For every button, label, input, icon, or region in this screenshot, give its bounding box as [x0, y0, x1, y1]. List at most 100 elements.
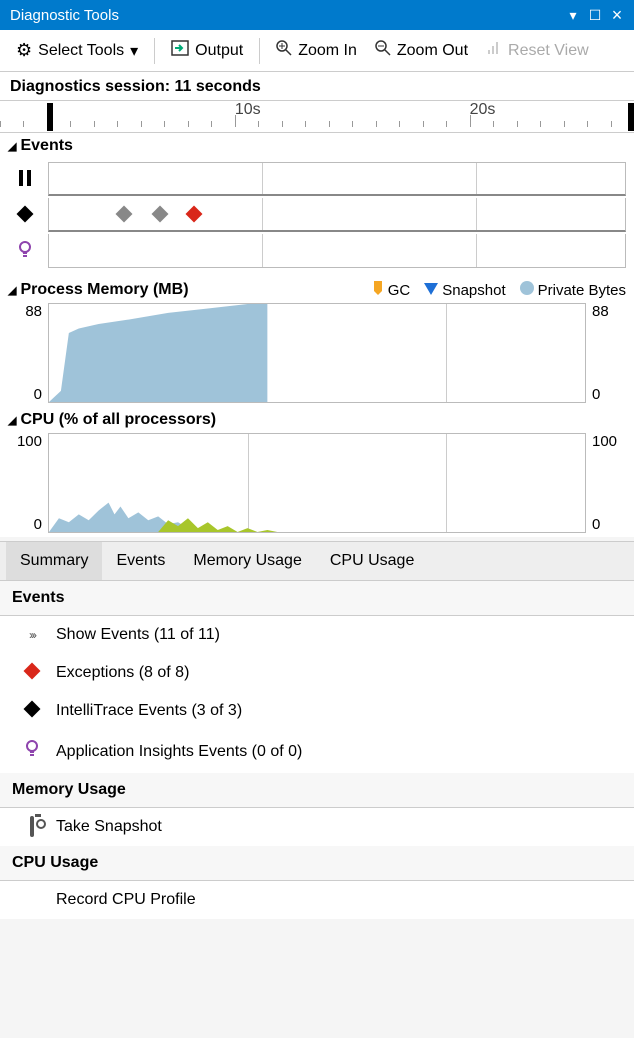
toolbar: ⚙ Select Tools ▾ Output Zoom In Zoom Out… [0, 30, 634, 72]
ymin-label: 0 [8, 386, 42, 403]
ymax-label: 88 [8, 303, 42, 320]
ymin-label: 0 [8, 516, 42, 533]
window-title: Diagnostic Tools [10, 7, 562, 24]
diamond-red-icon [26, 664, 38, 682]
summary-item-icon: ››› [22, 626, 42, 644]
lightbulb-icon [18, 241, 32, 262]
reset-view-icon [486, 40, 502, 61]
summary-item-icon [22, 818, 42, 836]
summary-item-icon [22, 702, 42, 720]
select-tools-button[interactable]: ⚙ Select Tools ▾ [8, 36, 146, 65]
event-track[interactable] [48, 198, 626, 232]
tab-summary[interactable]: Summary [6, 542, 102, 580]
legend-label: GC [388, 282, 411, 299]
summary-item[interactable]: ››› Show Events (11 of 11) [0, 616, 634, 654]
zoom-in-button[interactable]: Zoom In [268, 36, 365, 65]
summary-item-label: Record CPU Profile [56, 891, 196, 909]
memory-yaxis-left: 88 0 [8, 303, 48, 403]
zoom-in-label: Zoom In [298, 42, 357, 60]
ymax-label: 100 [8, 433, 42, 450]
summary-item[interactable]: Exceptions (8 of 8) [0, 654, 634, 692]
event-row [10, 161, 626, 197]
memory-chart: 88 0 88 0 [0, 303, 634, 407]
dropdown-icon[interactable]: ▾ [562, 4, 584, 26]
memory-area [49, 304, 267, 402]
memory-section-header[interactable]: ◢ Process Memory (MB) GCSnapshotPrivate … [0, 277, 634, 303]
cpu-chart: 100 0 100 0 [0, 433, 634, 537]
ymax-label: 100 [592, 433, 626, 450]
collapse-icon: ◢ [8, 140, 16, 153]
reset-view-button[interactable]: Reset View [478, 36, 597, 65]
pause-icon [18, 170, 32, 189]
event-marker[interactable] [115, 206, 132, 223]
summary-item[interactable]: Record CPU Profile [0, 881, 634, 919]
summary-item-label: Take Snapshot [56, 818, 162, 836]
summary-memory-header: Memory Usage [0, 773, 634, 808]
collapse-icon: ◢ [8, 414, 16, 427]
ymin-label: 0 [592, 516, 626, 533]
events-header-label: Events [20, 137, 72, 155]
zoom-in-icon [276, 40, 292, 61]
time-ruler[interactable]: 10s 20s [0, 101, 634, 133]
cpu-plot[interactable] [48, 433, 586, 533]
cpu-header-label: CPU (% of all processors) [20, 411, 216, 429]
event-marker[interactable] [186, 206, 203, 223]
event-row-icon[interactable] [10, 207, 40, 223]
event-track[interactable] [48, 234, 626, 268]
event-track[interactable] [48, 162, 626, 196]
legend-swatch-icon [424, 282, 438, 299]
memory-header-label: Process Memory (MB) [20, 281, 188, 299]
event-row-icon[interactable] [10, 170, 40, 189]
ruler-start-marker[interactable] [47, 103, 53, 131]
cpu-section-header[interactable]: ◢ CPU (% of all processors) [0, 407, 634, 433]
output-button[interactable]: Output [163, 36, 251, 65]
event-row [10, 197, 626, 233]
separator [154, 38, 155, 64]
summary-item[interactable]: IntelliTrace Events (3 of 3) [0, 692, 634, 730]
summary-item-label: Show Events (11 of 11) [56, 626, 220, 644]
event-marker[interactable] [151, 206, 168, 223]
zoom-out-label: Zoom Out [397, 42, 468, 60]
session-label: Diagnostics session: 11 seconds [0, 72, 634, 101]
summary-events-list: ››› Show Events (11 of 11) Exceptions (8 o… [0, 616, 634, 773]
legend-label: Private Bytes [538, 282, 626, 299]
legend-item: Snapshot [424, 281, 505, 299]
memory-plot[interactable] [48, 303, 586, 403]
camera-icon [30, 818, 34, 836]
ymax-label: 88 [592, 303, 626, 320]
legend-swatch-icon [520, 281, 534, 299]
reset-view-label: Reset View [508, 42, 589, 60]
tab-memory-usage[interactable]: Memory Usage [179, 542, 315, 580]
summary-events-header: Events [0, 581, 634, 616]
memory-legend: GC Snapshot Private Bytes [372, 281, 626, 299]
ruler-tick-label: 20s [470, 101, 496, 119]
legend-swatch-icon [372, 281, 384, 299]
memory-yaxis-right: 88 0 [586, 303, 626, 403]
ruler-tick-label: 10s [235, 101, 261, 119]
legend-label: Snapshot [442, 282, 505, 299]
cpu-yaxis-left: 100 0 [8, 433, 48, 533]
events-section-header[interactable]: ◢ Events [0, 133, 634, 159]
summary-item-label: Exceptions (8 of 8) [56, 664, 189, 682]
close-icon[interactable]: × [606, 4, 628, 26]
cpu-area-green [158, 518, 277, 532]
zoom-out-button[interactable]: Zoom Out [367, 36, 476, 65]
gear-icon: ⚙ [16, 40, 32, 61]
summary-panel: Events ››› Show Events (11 of 11) Exceptio… [0, 581, 634, 919]
event-row-icon[interactable] [10, 241, 40, 262]
select-tools-label: Select Tools [38, 42, 124, 60]
summary-item[interactable]: Application Insights Events (0 of 0) [0, 730, 634, 773]
tabs-row: SummaryEventsMemory UsageCPU Usage [0, 541, 634, 581]
separator [259, 38, 260, 64]
output-label: Output [195, 42, 243, 60]
legend-item: Private Bytes [520, 281, 626, 299]
maximize-icon[interactable]: ☐ [584, 4, 606, 26]
summary-item[interactable]: Take Snapshot [0, 808, 634, 846]
chevron-right-icon: ››› [29, 626, 35, 644]
tab-events[interactable]: Events [102, 542, 179, 580]
summary-item-label: Application Insights Events (0 of 0) [56, 743, 302, 761]
summary-item-icon [22, 740, 42, 763]
tab-cpu-usage[interactable]: CPU Usage [316, 542, 428, 580]
summary-memory-list: Take Snapshot [0, 808, 634, 846]
ruler-end-marker[interactable] [628, 103, 634, 131]
